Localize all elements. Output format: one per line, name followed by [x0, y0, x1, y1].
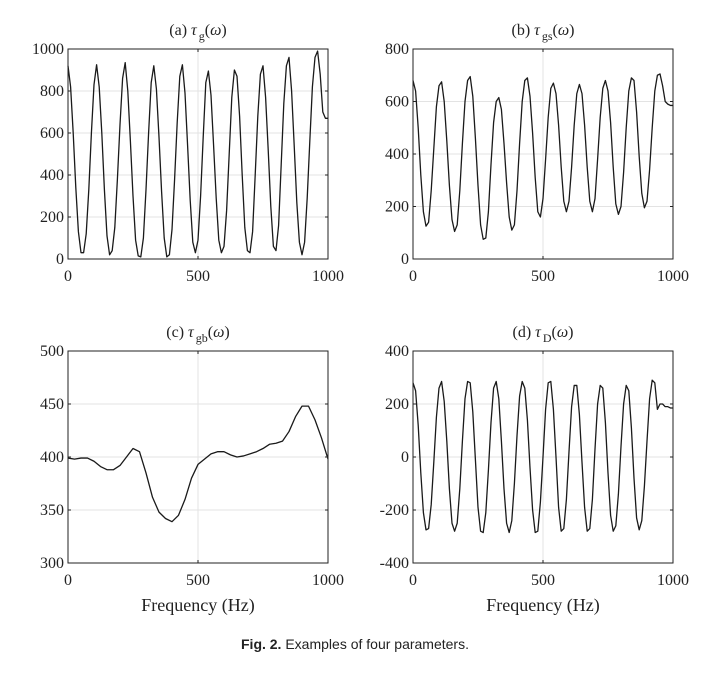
chart-title: (b) τ gs(ω)	[511, 22, 574, 43]
y-tick-label: 400	[40, 167, 64, 184]
x-tick-label: 0	[409, 268, 417, 285]
chart-panel-2: 0 500 1000 300 350 400 450 500 (c) τ gb(ω) Frequen…	[40, 324, 344, 616]
y-tick-label: -400	[380, 555, 409, 572]
y-tick-label: 200	[385, 396, 409, 413]
y-tick-label: 0	[56, 251, 64, 268]
y-tick-label: 400	[40, 449, 64, 466]
y-tick-label: 200	[385, 199, 409, 216]
figure-caption: Fig. 2. Examples of four parameters.	[0, 636, 710, 652]
series-line-0	[412, 379, 673, 534]
y-tick-label: 800	[40, 83, 64, 100]
chart-title: (c) τ gb(ω)	[166, 324, 229, 345]
x-tick-label: 500	[186, 268, 210, 285]
y-tick-label: 600	[40, 125, 64, 142]
y-tick-label: 500	[40, 343, 64, 360]
y-tick-label: -200	[380, 502, 409, 519]
chart-title: (a) τ g(ω)	[169, 22, 226, 43]
y-tick-label: 400	[385, 343, 409, 360]
y-tick-label: 300	[40, 555, 64, 572]
y-tick-label: 0	[401, 251, 409, 268]
chart-title: (d) τ D(ω)	[512, 324, 573, 345]
caption-label: Fig. 2.	[241, 636, 282, 652]
y-tick-label: 400	[385, 146, 409, 163]
y-tick-label: 800	[385, 41, 409, 58]
y-tick-label: 350	[40, 502, 64, 519]
y-tick-label: 1000	[32, 41, 64, 58]
y-tick-label: 0	[401, 449, 409, 466]
x-tick-label: 0	[64, 268, 72, 285]
y-tick-label: 600	[385, 94, 409, 111]
x-tick-label: 1000	[657, 268, 689, 285]
chart-panel-0: 0 500 1000 0 200 400 600 800 1000 (a) τ g(ω)	[32, 22, 344, 285]
x-tick-label: 0	[64, 572, 72, 589]
x-tick-label: 500	[531, 572, 555, 589]
chart-panel-3: 0 500 1000 -400 -200 0 200 400 (d) τ D(ω) Frequenc…	[380, 324, 689, 616]
y-tick-label: 450	[40, 396, 64, 413]
x-tick-label: 500	[531, 268, 555, 285]
x-axis-label: Frequency (Hz)	[486, 595, 599, 616]
x-axis-label: Frequency (Hz)	[141, 595, 254, 616]
x-tick-label: 500	[186, 572, 210, 589]
series-line-0	[67, 50, 328, 258]
x-tick-label: 1000	[657, 572, 689, 589]
y-tick-label: 200	[40, 209, 64, 226]
caption-text: Examples of four parameters.	[285, 636, 469, 652]
x-tick-label: 1000	[312, 572, 344, 589]
chart-panel-1: 0 500 1000 0 200 400 600 800 (b) τ gs(ω)	[385, 22, 689, 285]
x-tick-label: 0	[409, 572, 417, 589]
x-tick-label: 1000	[312, 268, 344, 285]
series-line-0	[67, 405, 329, 523]
series-line-0	[412, 73, 673, 240]
